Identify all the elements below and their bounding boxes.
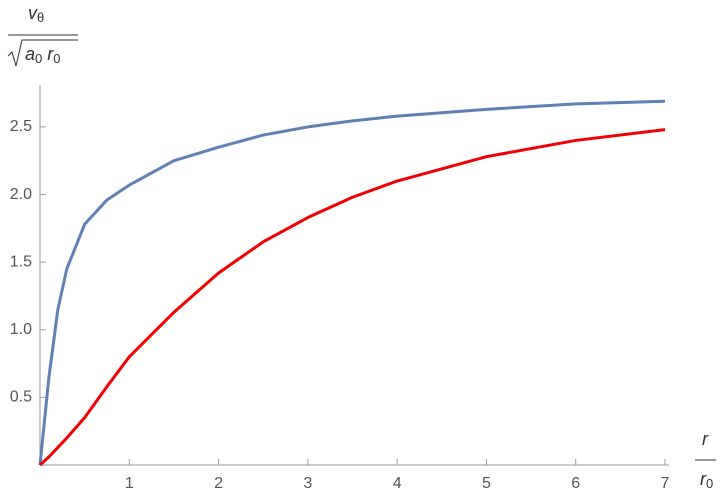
x-tick-label: 1	[125, 475, 134, 492]
y-label-numerator: vθ	[28, 3, 44, 26]
x-tick-label: 4	[393, 475, 402, 492]
line-series	[38, 128, 666, 467]
y-tick-label: 1.0	[10, 321, 32, 338]
line-series	[38, 99, 666, 466]
y-tick-label: 2.0	[10, 186, 32, 203]
x-tick-label: 2	[214, 475, 223, 492]
x-label-denominator: r0	[700, 469, 713, 492]
y-axis-label: vθ a0 r0	[7, 3, 78, 67]
y-tick-label: 1.5	[10, 253, 32, 270]
x-axis-label: r r0	[695, 429, 716, 492]
x-tick-label: 3	[303, 475, 312, 492]
x-tick-label: 5	[482, 475, 491, 492]
x-tick-label: 6	[571, 475, 580, 492]
x-label-numerator: r	[702, 429, 709, 449]
y-tick-label: 2.5	[10, 118, 32, 135]
y-label-denominator: a0 r0	[25, 44, 60, 67]
x-tick-label: 7	[661, 475, 670, 492]
y-tick-label: 0.5	[10, 389, 32, 406]
